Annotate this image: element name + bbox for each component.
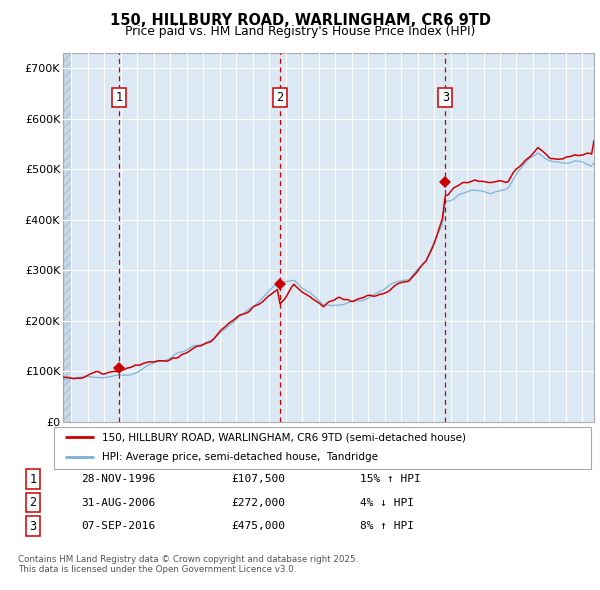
Text: 4% ↓ HPI: 4% ↓ HPI <box>360 498 414 507</box>
Text: 150, HILLBURY ROAD, WARLINGHAM, CR6 9TD (semi-detached house): 150, HILLBURY ROAD, WARLINGHAM, CR6 9TD … <box>103 432 466 442</box>
Text: 1: 1 <box>29 473 37 486</box>
Text: £107,500: £107,500 <box>231 474 285 484</box>
Text: 15% ↑ HPI: 15% ↑ HPI <box>360 474 421 484</box>
Text: 2: 2 <box>29 496 37 509</box>
Text: HPI: Average price, semi-detached house,  Tandridge: HPI: Average price, semi-detached house,… <box>103 452 379 462</box>
Text: 3: 3 <box>442 91 449 104</box>
Text: Contains HM Land Registry data © Crown copyright and database right 2025.
This d: Contains HM Land Registry data © Crown c… <box>18 555 358 574</box>
Bar <box>63 53 71 422</box>
Text: 07-SEP-2016: 07-SEP-2016 <box>81 522 155 531</box>
Text: 150, HILLBURY ROAD, WARLINGHAM, CR6 9TD: 150, HILLBURY ROAD, WARLINGHAM, CR6 9TD <box>110 13 491 28</box>
Bar <box>63 53 71 422</box>
Text: 31-AUG-2006: 31-AUG-2006 <box>81 498 155 507</box>
Text: 8% ↑ HPI: 8% ↑ HPI <box>360 522 414 531</box>
Text: Price paid vs. HM Land Registry's House Price Index (HPI): Price paid vs. HM Land Registry's House … <box>125 25 475 38</box>
Text: 3: 3 <box>29 520 37 533</box>
Text: 2: 2 <box>277 91 284 104</box>
Text: 28-NOV-1996: 28-NOV-1996 <box>81 474 155 484</box>
Text: 1: 1 <box>116 91 123 104</box>
Text: £475,000: £475,000 <box>231 522 285 531</box>
Text: £272,000: £272,000 <box>231 498 285 507</box>
